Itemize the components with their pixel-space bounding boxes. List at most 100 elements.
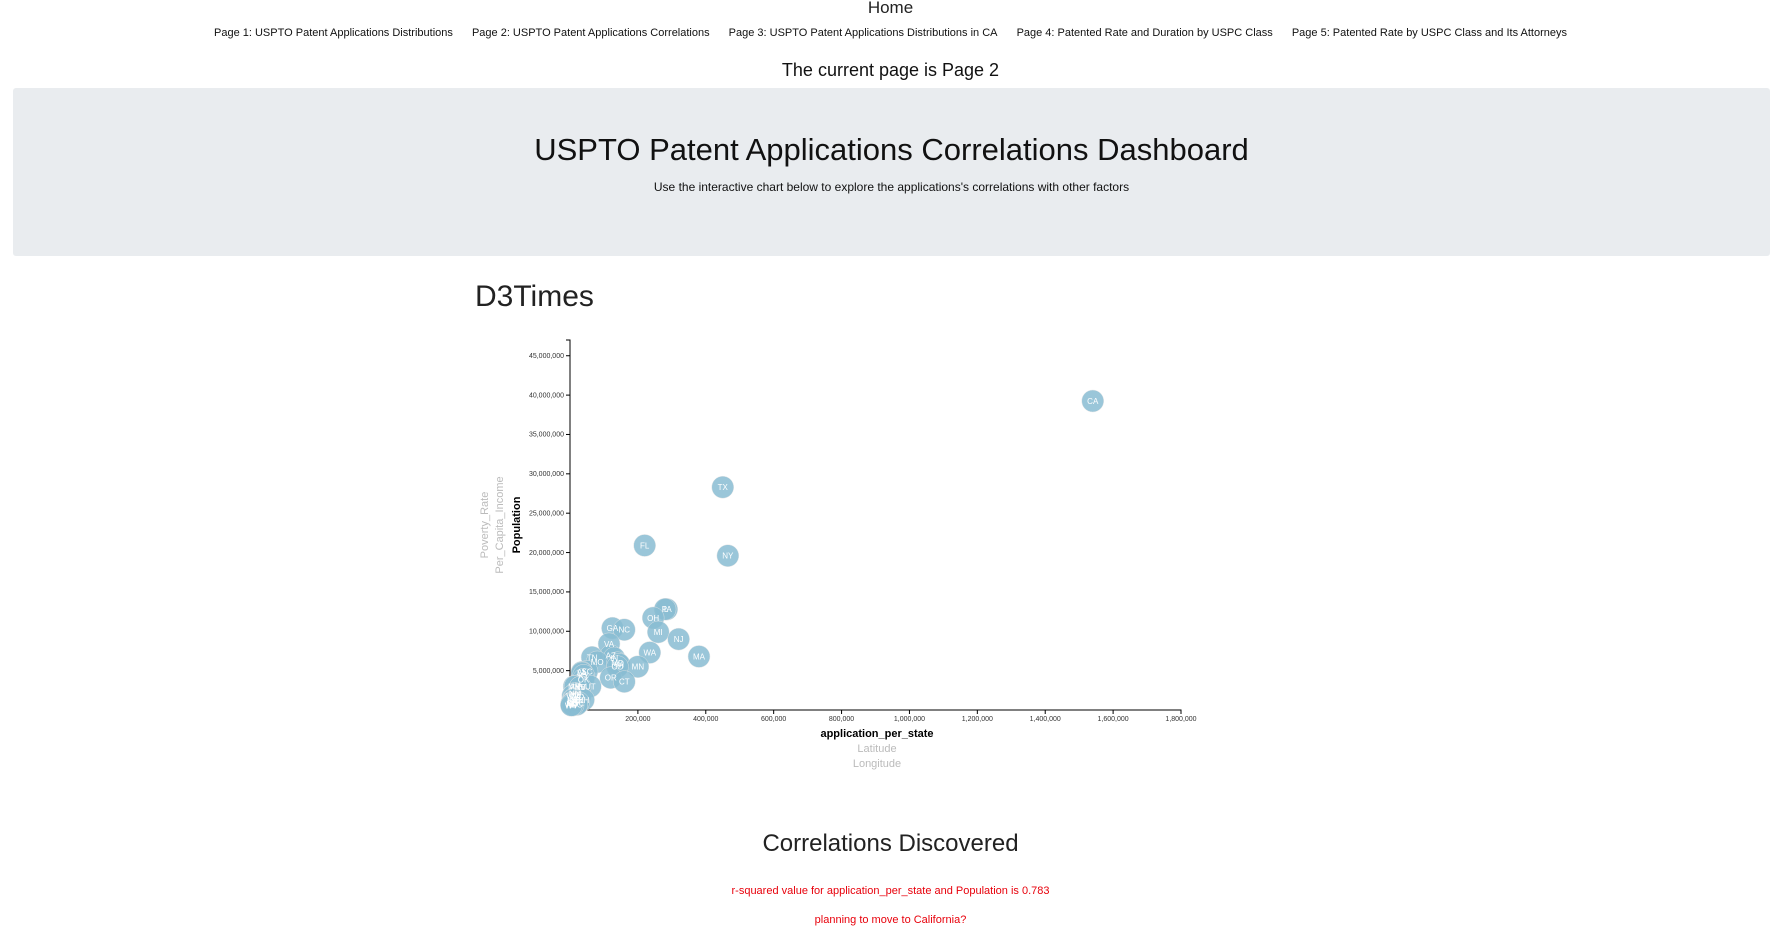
y-tick: 10,000,000 <box>529 629 570 636</box>
y-tick-label: 20,000,000 <box>529 550 564 557</box>
dashboard-subtitle: Use the interactive chart below to explo… <box>653 180 1130 194</box>
y-tick-label: 25,000,000 <box>529 510 564 517</box>
y-tick-label: 40,000,000 <box>529 392 564 399</box>
x-tick: 1,200,000 <box>962 710 993 723</box>
state-point-ca[interactable] <box>1081 389 1104 413</box>
x-tick: 1,800,000 <box>1165 710 1197 723</box>
state-label-ga: GA <box>607 624 619 633</box>
y-axis-label-population[interactable]: Population <box>511 496 523 553</box>
current-page-indicator: The current page is Page 2 <box>781 60 1000 80</box>
state-label-mn: MN <box>632 663 645 672</box>
home-link[interactable]: Home <box>867 0 914 17</box>
x-axis-label-latitude[interactable]: Latitude <box>857 743 896 755</box>
state-label-va: VA <box>604 640 615 649</box>
state-label-de: DE <box>573 699 584 708</box>
y-tick: 20,000,000 <box>529 550 570 557</box>
x-axis-label-longitude[interactable]: Longitude <box>853 758 901 770</box>
state-point-nj[interactable] <box>667 627 690 651</box>
x-tick: 1,400,000 <box>1030 710 1061 723</box>
state-label-mo: MO <box>591 658 604 667</box>
x-axis-line <box>569 709 1182 714</box>
y-tick: 35,000,000 <box>529 432 570 439</box>
state-label-in: IN <box>610 654 618 663</box>
state-label-wi: WI <box>614 660 624 669</box>
state-label-id: ID <box>576 693 584 702</box>
y-tick-label: 30,000,000 <box>529 471 564 478</box>
x-tick-label: 1,400,000 <box>1030 716 1061 723</box>
state-label-la: LA <box>577 669 587 678</box>
y-tick-label: 10,000,000 <box>529 629 564 636</box>
y-tick: 25,000,000 <box>529 510 570 517</box>
x-tick: 600,000 <box>761 710 786 723</box>
nav-page-1-link[interactable]: Page 1: USPTO Patent Applications Distri… <box>214 27 453 39</box>
x-tick-label: 1,800,000 <box>1165 716 1196 723</box>
state-point-nc[interactable] <box>613 618 636 641</box>
r-squared-text: r-squared value for application_per_stat… <box>731 885 1050 897</box>
state-label-az: AZ <box>606 652 616 661</box>
nav-page-5-link[interactable]: Page 5: Patented Rate by USPC Class and … <box>1291 27 1567 39</box>
state-label-ut: UT <box>585 682 596 691</box>
y-axis-label-poverty-rate[interactable]: Poverty_Rate <box>479 492 491 559</box>
x-axis-label-application-per-state[interactable]: application_per_state <box>820 728 933 740</box>
state-label-ma: MA <box>693 652 706 661</box>
x-tick: 200,000 <box>625 710 651 723</box>
x-tick-label: 1,000,000 <box>894 716 925 723</box>
state-label-nv: NV <box>575 683 587 692</box>
state-label-dc: DC <box>571 701 583 710</box>
state-label-sc: SC <box>581 667 592 676</box>
y-tick: 40,000,000 <box>529 392 570 399</box>
y-tick-label: 45,000,000 <box>529 353 564 360</box>
state-label-ok: OK <box>578 675 590 684</box>
state-label-ky: KY <box>578 671 589 680</box>
state-label-wv: WV <box>566 692 580 701</box>
state-label-oh: OH <box>647 614 659 623</box>
state-label-nc: NC <box>619 626 631 635</box>
state-point-mi[interactable] <box>647 620 670 644</box>
x-tick-label: 400,000 <box>693 716 718 723</box>
x-tick: 800,000 <box>829 710 854 723</box>
state-point-ny[interactable] <box>716 544 740 567</box>
page-nav: Page 1: USPTO Patent Applications Distri… <box>0 27 1781 39</box>
dashboard-header: USPTO Patent Applications Correlations D… <box>13 88 1770 256</box>
x-tick-label: 200,000 <box>625 716 650 723</box>
nav-page-4-link[interactable]: Page 4: Patented Rate and Duration by US… <box>1016 27 1273 39</box>
state-label-or: OR <box>605 674 617 683</box>
correlations-heading: Correlations Discovered <box>762 830 1019 857</box>
state-point-fl[interactable] <box>633 534 656 557</box>
nav-page-3-link[interactable]: Page 3: USPTO Patent Applications Distri… <box>728 27 998 39</box>
x-tick-label: 1,600,000 <box>1098 716 1129 723</box>
state-label-tx: TX <box>718 483 729 492</box>
state-label-hi: HI <box>569 695 577 704</box>
y-tick: 5,000,000 <box>533 668 570 675</box>
state-label-vt: VT <box>568 701 578 710</box>
state-label-ar: AR <box>570 682 581 691</box>
state-label-ca: CA <box>1087 397 1099 406</box>
state-label-sd: SD <box>566 699 577 708</box>
state-point-tx[interactable] <box>711 475 734 499</box>
y-axis-label-per-capita-income[interactable]: Per_Capita_Income <box>494 476 506 573</box>
state-label-wy: WY <box>565 701 579 710</box>
state-label-co: CO <box>612 663 624 672</box>
state-label-nd: ND <box>566 700 578 709</box>
state-label-ks: KS <box>575 683 586 692</box>
state-label-fl: FL <box>640 541 650 550</box>
state-label-ak: AK <box>566 700 577 709</box>
state-label-al: AL <box>577 668 587 677</box>
state-label-ny: NY <box>722 552 734 561</box>
nav-page-2-link[interactable]: Page 2: USPTO Patent Applications Correl… <box>471 27 710 39</box>
state-label-nm: NM <box>569 689 582 698</box>
y-tick-label: 35,000,000 <box>529 432 564 439</box>
state-label-ne: NE <box>571 691 582 700</box>
state-point-ma[interactable] <box>687 645 711 668</box>
x-axis: 200,000 400,000 600,000 800,000 1,000,000 1,2… <box>569 709 1197 723</box>
y-axis: 5,000,000 10,000,000 15,000,000 20,000,000 2… <box>529 339 571 711</box>
x-tick-label: 800,000 <box>829 716 854 723</box>
state-label-tn: TN <box>587 653 598 662</box>
state-label-mt: MT <box>567 698 579 707</box>
state-label-nh: NH <box>578 696 590 705</box>
state-point-ct[interactable] <box>613 670 636 693</box>
chart-heading: D3Times <box>475 280 594 313</box>
state-label-ia: IA <box>575 682 583 691</box>
state-point-wy[interactable] <box>560 694 583 717</box>
